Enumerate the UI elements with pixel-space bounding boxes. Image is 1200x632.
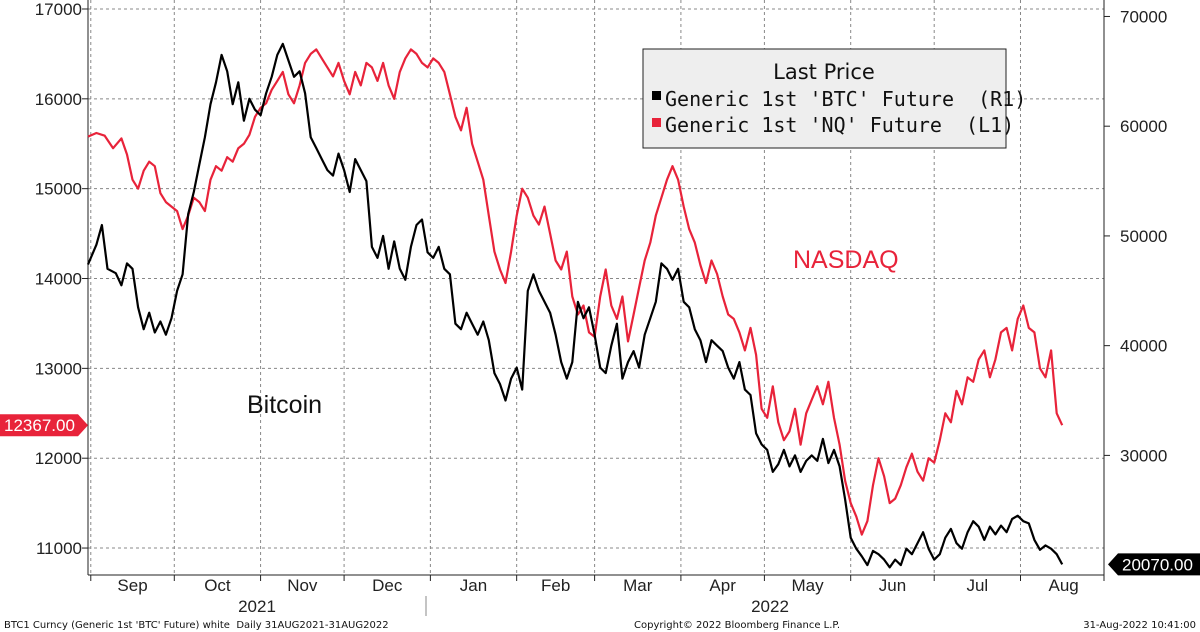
month-label: Oct xyxy=(204,576,231,595)
right-tick-label: 50000 xyxy=(1120,227,1167,246)
left-axis-ticks: 17000 16000 15000 14000 13000 12000 11000 xyxy=(35,0,88,558)
footer-right: 31-Aug-2022 10:41:00 xyxy=(1083,620,1196,631)
right-tick-label: 40000 xyxy=(1120,337,1167,356)
left-tick-label: 17000 xyxy=(35,0,82,19)
left-tick-label: 16000 xyxy=(35,90,82,109)
year-label-2022: 2022 xyxy=(751,597,789,616)
month-label: Mar xyxy=(623,576,653,595)
year-label-2021: 2021 xyxy=(238,597,276,616)
left-tick-label: 12000 xyxy=(35,449,82,468)
right-tick-label: 30000 xyxy=(1120,446,1167,465)
bitcoin-last-value-tag: 20070.00 xyxy=(1108,553,1200,576)
legend-swatch-nq xyxy=(652,118,661,127)
legend-entry-btc: Generic 1st 'BTC' Future (R1) xyxy=(665,87,1026,111)
nasdaq-last-value-tag: 12367.00 xyxy=(0,414,88,437)
x-axis-ticks: Sep Oct Nov Dec Jan Feb Mar Apr May Jun Jul Aug xyxy=(90,575,1105,595)
month-label: Jan xyxy=(460,576,487,595)
month-label: Nov xyxy=(287,576,318,595)
legend-entry-nq: Generic 1st 'NQ' Future (L1) xyxy=(665,113,1014,137)
footer-center: Copyright© 2022 Bloomberg Finance L.P. xyxy=(634,620,840,631)
legend-title: Last Price xyxy=(773,60,875,84)
left-tick-label: 11000 xyxy=(36,539,82,558)
month-label: Feb xyxy=(541,576,570,595)
right-tick-label: 70000 xyxy=(1120,7,1167,26)
bitcoin-series-line xyxy=(86,42,1064,569)
legend-swatch-btc xyxy=(652,91,661,100)
legend: Last Price Generic 1st 'BTC' Future (R1)… xyxy=(642,48,1026,149)
month-label: Apr xyxy=(709,576,736,595)
left-tick-label: 14000 xyxy=(35,270,82,289)
legend-box xyxy=(642,48,1007,149)
right-tick-label: 60000 xyxy=(1120,117,1167,136)
right-axis-ticks: 70000 60000 50000 40000 30000 xyxy=(1104,7,1167,465)
month-label: May xyxy=(791,576,824,595)
bitcoin-last-value: 20070.00 xyxy=(1122,555,1193,574)
bitcoin-annotation: Bitcoin xyxy=(247,391,322,419)
month-label: Dec xyxy=(372,576,403,595)
month-label: Sep xyxy=(117,576,147,595)
month-label: Jun xyxy=(879,576,906,595)
nasdaq-annotation: NASDAQ xyxy=(793,246,899,274)
footer-left: BTC1 Curncy (Generic 1st 'BTC' Future) w… xyxy=(4,620,389,631)
nasdaq-last-value: 12367.00 xyxy=(4,416,75,435)
month-label: Aug xyxy=(1049,576,1079,595)
month-label: Jul xyxy=(966,576,988,595)
left-tick-label: 13000 xyxy=(35,359,82,378)
left-tick-label: 15000 xyxy=(35,180,82,199)
